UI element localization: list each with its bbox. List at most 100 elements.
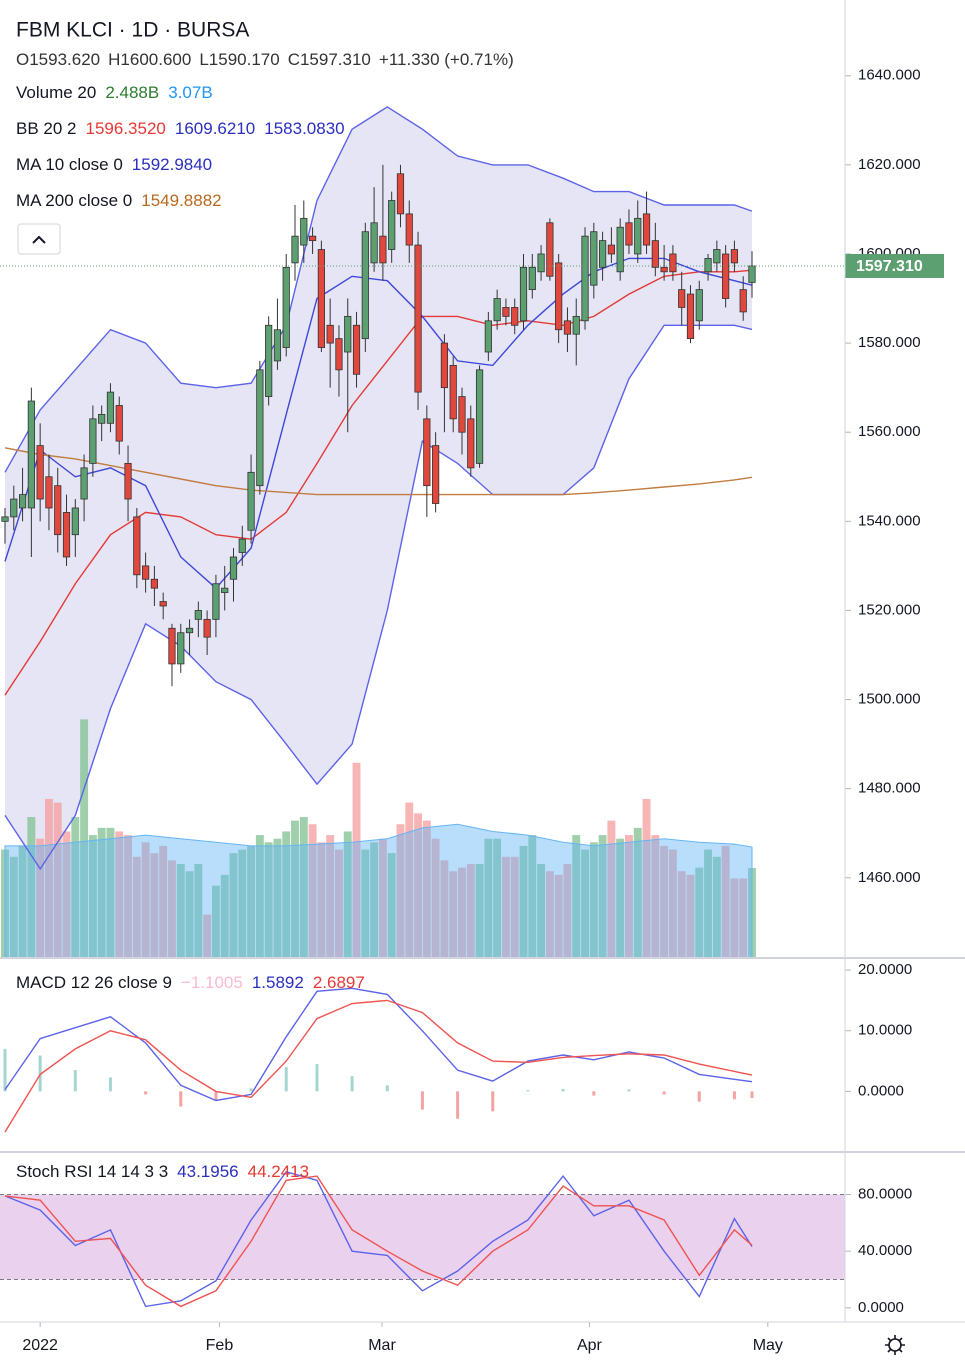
macd-hist-bar <box>662 1091 666 1095</box>
legend-name: MA 200 close 0 <box>16 191 132 210</box>
macd-hist-bar <box>214 1091 218 1101</box>
candle-body <box>607 244 615 255</box>
candle-body <box>572 315 580 335</box>
volume-bar <box>598 835 607 958</box>
candle-body <box>396 173 405 215</box>
volume-bar <box>220 874 229 958</box>
volume-bar <box>194 864 203 958</box>
legend-name: MACD 12 26 close 9 <box>16 973 172 992</box>
legend-value: 3.07B <box>168 83 212 102</box>
volume-bar <box>616 838 625 958</box>
volume-bar <box>458 867 466 958</box>
legend-value: 2.488B <box>105 83 159 102</box>
volume-bar <box>501 856 510 958</box>
volume-bar <box>282 831 291 958</box>
volume-bar <box>18 845 27 958</box>
volume-bar <box>431 838 440 958</box>
x-tick-label: Feb <box>206 1337 234 1354</box>
volume-bar <box>115 831 124 958</box>
candle-body <box>344 315 352 353</box>
volume-bar <box>150 853 159 958</box>
candle-body <box>142 565 150 580</box>
candle-body <box>405 213 413 246</box>
volume-bar <box>326 835 335 958</box>
candle-body <box>634 217 642 255</box>
legend-value: 1592.9840 <box>132 155 212 174</box>
y-tick-label: 1540.000 <box>858 512 921 529</box>
candle-body <box>177 632 185 665</box>
collapse-button-box[interactable] <box>17 223 61 255</box>
volume-bar <box>537 864 546 958</box>
indicator-line <box>4 447 753 496</box>
macd-hist-bar <box>491 1091 495 1112</box>
ohlc-value: H1600.600 <box>108 50 191 69</box>
volume-bar <box>62 831 71 958</box>
y-tick-label: 1620.000 <box>858 156 921 173</box>
candle-body <box>300 217 308 246</box>
volume-bar <box>545 871 554 958</box>
volume-bar <box>361 849 370 958</box>
candle-body <box>581 235 589 322</box>
collapse-button[interactable] <box>17 223 61 255</box>
volume-bar <box>370 842 379 958</box>
legend-value: 43.1956 <box>177 1162 238 1181</box>
legend-value: 44.2413 <box>248 1162 309 1181</box>
candle-body <box>493 298 501 322</box>
macd-line <box>4 999 753 1133</box>
volume-bar <box>36 838 45 958</box>
candle-body <box>651 240 659 268</box>
macd-hist-bar <box>179 1091 183 1107</box>
candle-body <box>669 253 677 273</box>
legend-value: 1.5892 <box>252 973 304 992</box>
volume-bar <box>44 798 53 958</box>
volume-bar <box>449 871 458 958</box>
indicator-line <box>4 257 753 590</box>
macd-hist-bar <box>420 1091 424 1110</box>
y-tick-label: 1500.000 <box>858 691 921 708</box>
volume-bar <box>686 874 695 958</box>
candle-body <box>502 307 510 317</box>
candle-body <box>432 445 440 504</box>
candle-body <box>150 578 158 589</box>
volume-bar <box>484 838 493 958</box>
volume-bar <box>291 820 299 958</box>
volume-bar <box>510 856 519 958</box>
volume-bar <box>739 878 748 958</box>
volume-bar <box>238 849 247 958</box>
volume-bar <box>589 842 598 958</box>
macd-hist-bar <box>732 1091 736 1100</box>
candle-body <box>89 418 97 464</box>
gear-teeth <box>885 1335 905 1355</box>
candle-body <box>722 253 730 299</box>
y-tick-label: 0.0000 <box>858 1299 904 1316</box>
indicator-line <box>4 324 753 871</box>
volume-bar <box>211 885 220 958</box>
settings-button[interactable] <box>885 1335 905 1355</box>
volume-bar <box>633 827 642 958</box>
candle-body <box>695 289 703 322</box>
legend-value: 2.6897 <box>313 973 365 992</box>
candle-body <box>326 324 334 344</box>
volume-bar <box>308 824 317 958</box>
candle-body <box>54 485 62 536</box>
volume-bar <box>405 802 414 958</box>
y-tick-label: 80.0000 <box>858 1185 912 1202</box>
candle-body <box>27 400 35 509</box>
candle-body <box>308 235 317 242</box>
volume-bar <box>334 849 343 958</box>
stoch-band <box>0 1194 845 1280</box>
legend-value: 1609.6210 <box>175 119 255 138</box>
legend-name: BB 20 2 <box>16 119 77 138</box>
stoch-line <box>4 1170 753 1308</box>
volume-bar <box>255 835 264 958</box>
ohlc-value: +11.330 (+0.71%) <box>379 50 514 69</box>
y-tick-label: 20.0000 <box>858 961 912 978</box>
x-tick-label: Mar <box>368 1337 396 1354</box>
volume-bar <box>440 860 449 958</box>
candle-body <box>660 266 668 273</box>
band-fill <box>5 106 752 869</box>
candle-body <box>203 618 211 638</box>
volume-bar <box>132 856 141 958</box>
macd-hist-bar <box>108 1077 112 1092</box>
